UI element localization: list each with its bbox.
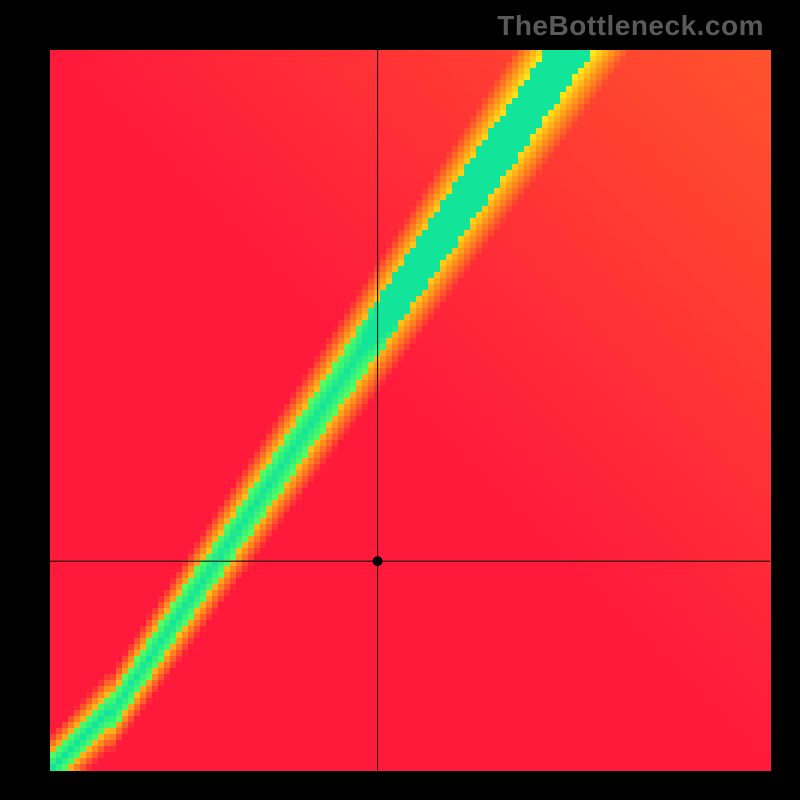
watermark-text: TheBottleneck.com <box>497 10 764 42</box>
bottleneck-heatmap <box>0 0 800 800</box>
chart-container: TheBottleneck.com <box>0 0 800 800</box>
